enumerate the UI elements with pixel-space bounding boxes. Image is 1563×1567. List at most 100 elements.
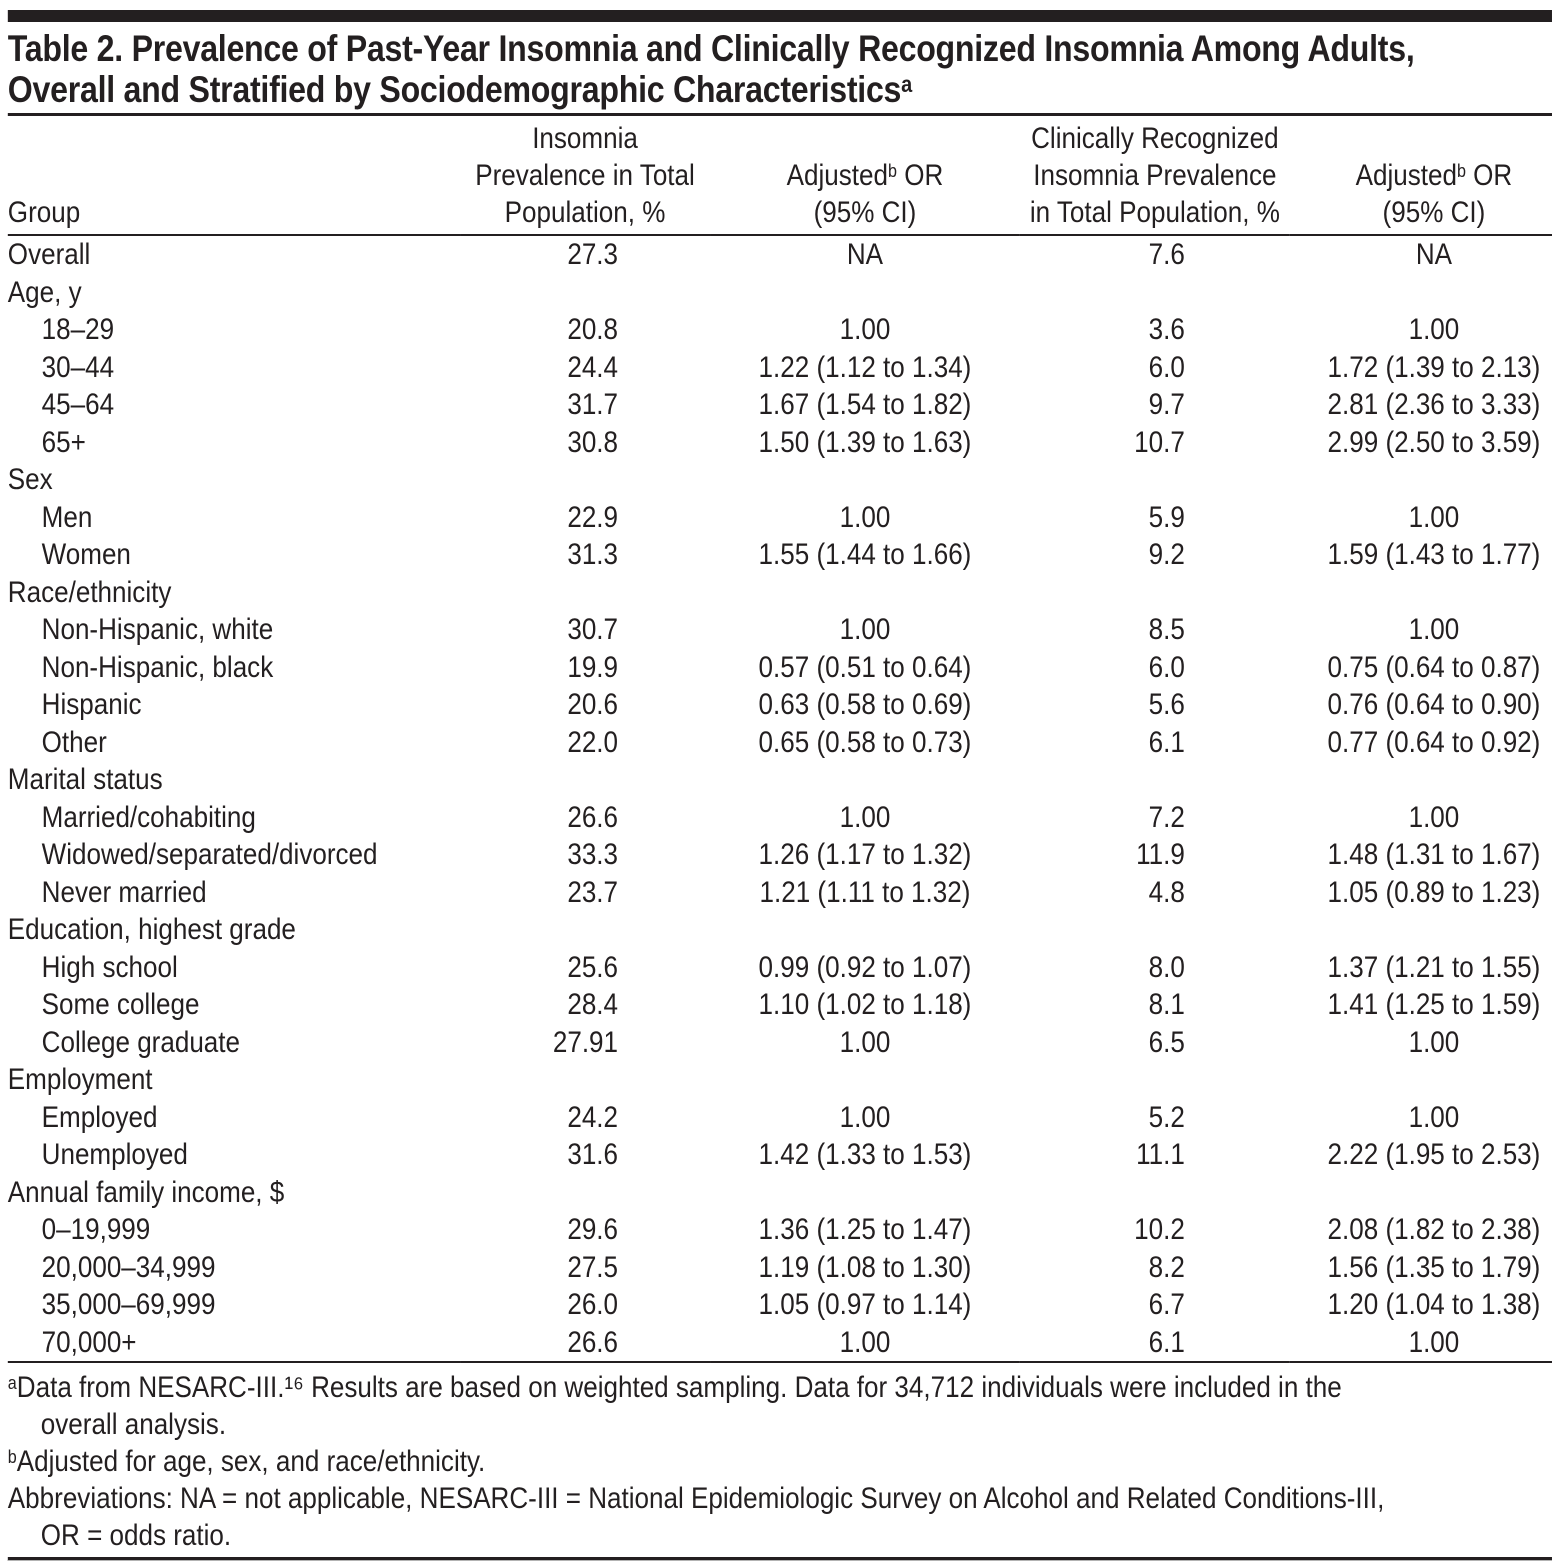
row-label: Non-Hispanic, black xyxy=(41,650,274,684)
clinical-prevalence-value: 10.2 xyxy=(1134,1213,1185,1246)
row-label: Unemployed xyxy=(41,1138,188,1171)
clinical-adjusted-or-value: 1.37 (1.21 to 1.55) xyxy=(1327,950,1541,984)
insomnia-prevalence-value: 20.8 xyxy=(567,313,619,346)
insomnia-prevalence-value: 27.5 xyxy=(567,1250,619,1284)
footnote-a-marker: a xyxy=(7,1371,17,1393)
clinical-adjusted-or-value: 1.59 (1.43 to 1.77) xyxy=(1327,538,1541,571)
insomnia-prevalence-value: 28.4 xyxy=(567,988,619,1021)
insomnia-prevalence-value: 23.7 xyxy=(567,875,619,909)
row-label: 45–64 xyxy=(41,388,115,421)
clinical-prevalence-value xyxy=(1020,274,1290,312)
row-label: 70,000+ xyxy=(41,1325,137,1359)
clinical-adjusted-or-value: 1.00 xyxy=(1408,800,1460,834)
column-header-group: Group xyxy=(7,116,461,236)
clinical-adjusted-or-value: 1.48 (1.31 to 1.67) xyxy=(1327,838,1541,871)
column-header-adjusted-or-insomnia: Adjustedb OR (95% CI) xyxy=(710,116,1020,236)
insomnia-adjusted-or-value: 1.10 (1.02 to 1.18) xyxy=(758,988,972,1021)
row-label: High school xyxy=(41,950,178,984)
insomnia-adjusted-or-value: NA xyxy=(846,238,884,271)
row-label: 0–19,999 xyxy=(41,1213,151,1246)
footnote-abbreviations: Abbreviations: NA = not applicable, NESA… xyxy=(7,1482,1385,1552)
row-label: 18–29 xyxy=(41,313,115,346)
clinical-prevalence-value: 9.2 xyxy=(1148,538,1185,571)
insomnia-adjusted-or-value: 1.67 (1.54 to 1.82) xyxy=(758,388,972,421)
table-body: Overall 27.3 NA 7.6 NA Age, y 18–29 20.8… xyxy=(8,235,1552,1362)
insomnia-prevalence-value xyxy=(460,461,710,499)
clinical-prevalence-value xyxy=(1020,461,1290,499)
clinical-adjusted-or-value: 1.72 (1.39 to 2.13) xyxy=(1327,350,1541,384)
table-row: Men 22.9 1.00 5.9 1.00 xyxy=(8,499,1552,537)
clinical-prevalence-value: 11.1 xyxy=(1136,1138,1185,1171)
insomnia-prevalence-value: 26.6 xyxy=(567,1325,619,1359)
clinical-adjusted-or-value: 1.00 xyxy=(1408,1025,1460,1059)
insomnia-adjusted-or-value: 1.00 xyxy=(839,613,891,646)
insomnia-adjusted-or-value: 1.36 (1.25 to 1.47) xyxy=(758,1213,972,1246)
table-row: 18–29 20.8 1.00 3.6 1.00 xyxy=(8,311,1552,349)
table-bottom-border xyxy=(7,1557,1552,1561)
row-label: Age, y xyxy=(7,275,82,309)
clinical-adjusted-or-value: 1.00 xyxy=(1408,1100,1460,1134)
row-label: Marital status xyxy=(7,763,163,796)
clinical-prevalence-value: 7.6 xyxy=(1148,238,1185,271)
clinical-adjusted-or-value: 1.00 xyxy=(1408,500,1460,534)
table-row: 65+ 30.8 1.50 (1.39 to 1.63) 10.7 2.99 (… xyxy=(8,424,1552,462)
insomnia-adjusted-or-value: 1.42 (1.33 to 1.53) xyxy=(758,1138,972,1171)
clinical-adjusted-or-value xyxy=(1290,761,1552,799)
clinical-adjusted-or-value: 1.41 (1.25 to 1.59) xyxy=(1327,988,1541,1021)
insomnia-adjusted-or-value: 1.26 (1.17 to 1.32) xyxy=(758,838,972,871)
clinical-adjusted-or-value: 2.81 (2.36 to 3.33) xyxy=(1327,388,1541,421)
footnote-b-reference: b xyxy=(1456,159,1466,181)
insomnia-prevalence-value: 25.6 xyxy=(567,950,619,984)
clinical-adjusted-or-value: 1.00 xyxy=(1408,613,1460,646)
row-label: Women xyxy=(41,538,131,571)
clinical-prevalence-value: 11.9 xyxy=(1136,838,1185,871)
clinical-adjusted-or-value xyxy=(1290,1061,1552,1099)
section-row: Annual family income, $ xyxy=(8,1174,1552,1212)
table-row: Other 22.0 0.65 (0.58 to 0.73) 6.1 0.77 … xyxy=(8,724,1552,762)
row-label: Overall xyxy=(7,238,91,271)
clinical-adjusted-or-value xyxy=(1290,911,1552,949)
insomnia-prevalence-value: 24.2 xyxy=(567,1100,619,1134)
clinical-prevalence-value: 8.5 xyxy=(1148,613,1185,646)
insomnia-prevalence-value: 27.3 xyxy=(567,238,619,271)
clinical-adjusted-or-value: NA xyxy=(1415,238,1453,271)
row-label: Never married xyxy=(41,875,207,909)
row-label: Hispanic xyxy=(41,688,142,721)
insomnia-adjusted-or-value: 0.99 (0.92 to 1.07) xyxy=(758,950,972,984)
row-label: Sex xyxy=(7,463,53,496)
row-label: Men xyxy=(41,500,93,534)
clinical-prevalence-value: 8.2 xyxy=(1148,1250,1185,1284)
row-label: 35,000–69,999 xyxy=(41,1288,216,1321)
row-label: Race/ethnicity xyxy=(7,575,172,609)
insomnia-adjusted-or-value: 1.00 xyxy=(839,1100,891,1134)
clinical-prevalence-value: 5.9 xyxy=(1148,500,1185,534)
clinical-adjusted-or-value: 1.00 xyxy=(1408,313,1460,346)
insomnia-prevalence-value xyxy=(460,1061,710,1099)
insomnia-prevalence-value: 26.0 xyxy=(567,1288,619,1321)
table-row: Widowed/separated/divorced 33.3 1.26 (1.… xyxy=(8,836,1552,874)
insomnia-adjusted-or-value: 1.55 (1.44 to 1.66) xyxy=(758,538,972,571)
insomnia-adjusted-or-value: 0.57 (0.51 to 0.64) xyxy=(758,650,972,684)
insomnia-adjusted-or-value: 1.00 xyxy=(839,500,891,534)
clinical-adjusted-or-value: 2.99 (2.50 to 3.59) xyxy=(1327,425,1541,459)
insomnia-prevalence-value: 31.6 xyxy=(567,1138,619,1171)
clinical-prevalence-value: 9.7 xyxy=(1148,388,1185,421)
insomnia-prevalence-value: 30.8 xyxy=(567,425,619,459)
table-row: 30–44 24.4 1.22 (1.12 to 1.34) 6.0 1.72 … xyxy=(8,349,1552,387)
row-label: Annual family income, $ xyxy=(7,1175,285,1209)
insomnia-prevalence-value: 30.7 xyxy=(567,613,619,646)
table-row: 45–64 31.7 1.67 (1.54 to 1.82) 9.7 2.81 … xyxy=(8,386,1552,424)
column-header-clinical-prevalence: Clinically Recognized Insomnia Prevalenc… xyxy=(1019,116,1290,236)
insomnia-adjusted-or-value: 1.00 xyxy=(839,1325,891,1359)
insomnia-prevalence-value: 31.3 xyxy=(567,538,619,571)
table-row: Non-Hispanic, black 19.9 0.57 (0.51 to 0… xyxy=(8,649,1552,687)
footnote-b-marker: b xyxy=(7,1445,17,1467)
table-row: Overall 27.3 NA 7.6 NA xyxy=(8,235,1552,274)
column-header-insomnia-prevalence: Insomnia Prevalence in Total Population,… xyxy=(460,116,711,236)
insomnia-prevalence-value xyxy=(460,911,710,949)
table-row: Never married 23.7 1.21 (1.11 to 1.32) 4… xyxy=(8,874,1552,912)
clinical-prevalence-value: 5.2 xyxy=(1148,1100,1185,1134)
insomnia-prevalence-value xyxy=(460,274,710,312)
clinical-adjusted-or-value: 0.76 (0.64 to 0.90) xyxy=(1327,688,1541,721)
insomnia-prevalence-value: 19.9 xyxy=(567,650,619,684)
